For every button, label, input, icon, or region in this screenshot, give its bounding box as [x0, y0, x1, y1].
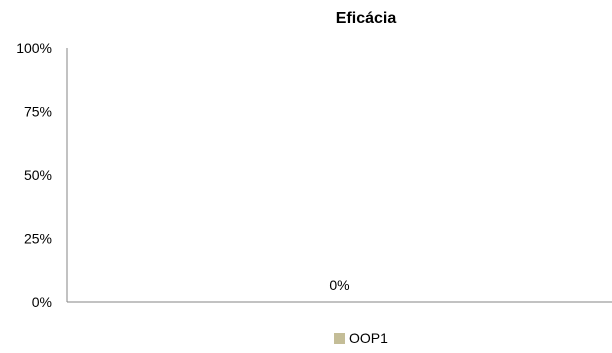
y-tick-label: 25% [24, 231, 52, 247]
y-tick-label: 100% [16, 40, 52, 56]
legend-label-oop1: OOP1 [349, 330, 388, 346]
data-label: 0% [329, 277, 349, 293]
legend-swatch-oop1 [334, 333, 345, 344]
data-labels: 0% [329, 277, 349, 293]
chart-title: Eficácia [336, 10, 397, 27]
legend: OOP1 [334, 330, 388, 346]
y-axis-ticks: 0% 25% 50% 75% 100% [16, 40, 52, 310]
y-tick-label: 75% [24, 104, 52, 120]
y-tick-label: 50% [24, 167, 52, 183]
y-tick-label: 0% [32, 294, 52, 310]
